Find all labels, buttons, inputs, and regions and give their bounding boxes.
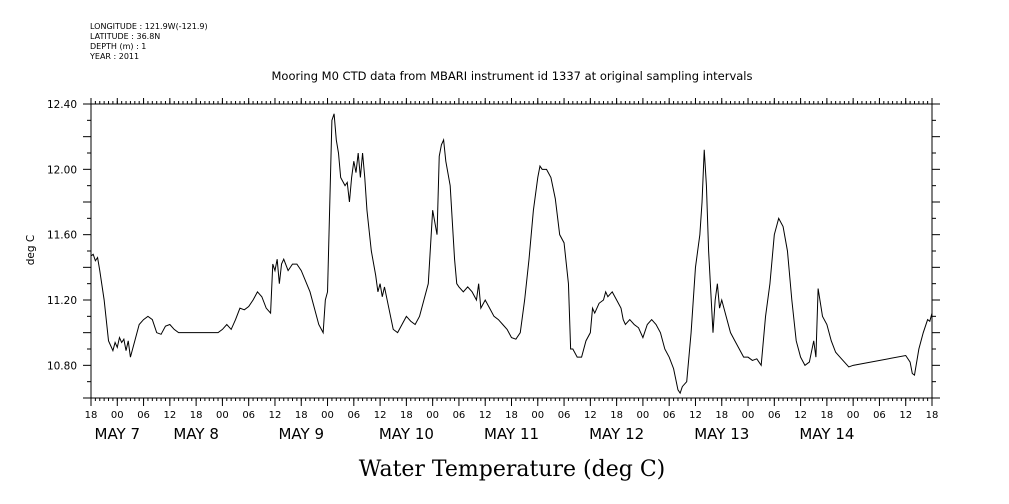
- x-tick-label: 06: [663, 410, 676, 421]
- meta-year: YEAR : 2011: [90, 52, 140, 61]
- x-tick-label: 12: [899, 410, 912, 421]
- x-day-label: MAY 8: [173, 425, 219, 443]
- x-tick-label: 06: [873, 410, 886, 421]
- x-tick-label: 06: [347, 410, 360, 421]
- x-tick-label: 00: [742, 410, 755, 421]
- meta-longitude: LONGITUDE : 121.9W(-121.9): [90, 22, 208, 31]
- x-day-label: MAY 14: [799, 425, 854, 443]
- x-day-label: MAY 13: [694, 425, 749, 443]
- x-tick-label: 12: [479, 410, 492, 421]
- x-tick-label: 00: [426, 410, 439, 421]
- x-tick-label: 18: [715, 410, 728, 421]
- x-tick-label: 18: [190, 410, 203, 421]
- footer-label: Water Temperature (deg C): [359, 457, 666, 482]
- plot-frame: [90, 103, 933, 399]
- x-tick-label: 18: [400, 410, 413, 421]
- x-tick-label: 06: [453, 410, 466, 421]
- y-tick-label: 10.80: [47, 360, 77, 372]
- x-tick-label: 18: [505, 410, 518, 421]
- x-tick-label: 06: [558, 410, 571, 421]
- x-day-label: MAY 7: [95, 425, 141, 443]
- x-day-label: MAY 11: [484, 425, 539, 443]
- y-tick-label: 11.60: [47, 230, 77, 242]
- x-tick-label: 00: [847, 410, 860, 421]
- x-tick-label: 18: [610, 410, 623, 421]
- x-tick-label: 18: [821, 410, 834, 421]
- x-tick-label: 18: [85, 410, 98, 421]
- y-tick-label: 12.00: [47, 164, 77, 176]
- x-tick-label: 06: [137, 410, 150, 421]
- x-tick-label: 06: [242, 410, 255, 421]
- x-day-label: MAY 12: [589, 425, 644, 443]
- metadata-block: LONGITUDE : 121.9W(-121.9) LATITUDE : 36…: [90, 22, 208, 62]
- x-day-label: MAY 10: [379, 425, 434, 443]
- x-tick-label: 12: [584, 410, 597, 421]
- meta-depth: DEPTH (m) : 1: [90, 42, 147, 51]
- x-tick-label: 12: [269, 410, 282, 421]
- x-tick-label: 18: [926, 410, 939, 421]
- chart-title: Mooring M0 CTD data from MBARI instrumen…: [272, 69, 753, 83]
- y-tick-label: 11.20: [47, 295, 77, 307]
- series-line: [90, 113, 933, 395]
- x-tick-label: 12: [163, 410, 176, 421]
- x-day-label: MAY 9: [278, 425, 324, 443]
- axis-labels: 18 00 06 12 18 00 06 12 18 00 06 12 18 00 06 12 18 00 06 12…: [47, 99, 938, 443]
- x-tick-label: 12: [689, 410, 702, 421]
- x-tick-label: 00: [531, 410, 544, 421]
- x-tick-label: 18: [295, 410, 308, 421]
- y-tick-label: 12.40: [47, 99, 77, 111]
- y-axis-label: deg C: [25, 235, 37, 265]
- x-tick-label: 12: [374, 410, 387, 421]
- x-tick-label: 06: [768, 410, 781, 421]
- x-tick-label: 00: [637, 410, 650, 421]
- x-tick-label: 00: [111, 410, 124, 421]
- x-tick-label: 12: [794, 410, 807, 421]
- axis-ticks: [83, 98, 940, 406]
- meta-latitude: LATITUDE : 36.8N: [90, 32, 161, 41]
- x-tick-label: 00: [216, 410, 229, 421]
- x-tick-label: 00: [321, 410, 334, 421]
